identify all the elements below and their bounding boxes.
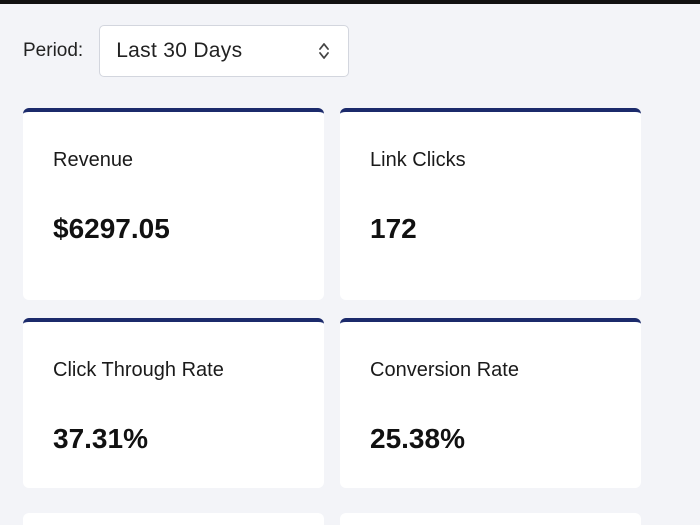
card-peek-left [23,513,324,525]
metric-value: 172 [370,213,417,244]
metric-card-click-through-rate: Click Through Rate 37.31% [23,318,324,488]
period-filter: Period: Last 30 Days [23,24,350,78]
metric-card-conversion-rate: Conversion Rate 25.38% [340,318,641,488]
metric-card-revenue: Revenue $6297.05 [23,108,324,300]
metric-value: 37.31% [53,423,148,454]
metric-label: Click Through Rate [53,359,224,381]
metric-card-link-clicks: Link Clicks 172 [340,108,641,300]
select-updown-icon [318,41,330,61]
metric-label: Revenue [53,149,134,171]
metric-label: Link Clicks [370,149,466,171]
metric-value: $6297.05 [53,213,170,244]
period-label: Period: [23,40,84,61]
metric-value: 25.38% [370,423,465,454]
next-row-cards-peek [0,495,700,525]
period-selected-value: Last 30 Days [116,39,243,62]
window-top-edge [0,0,700,4]
metric-label: Conversion Rate [370,359,519,381]
period-select[interactable]: Last 30 Days [99,25,350,77]
card-peek-right [340,513,641,525]
